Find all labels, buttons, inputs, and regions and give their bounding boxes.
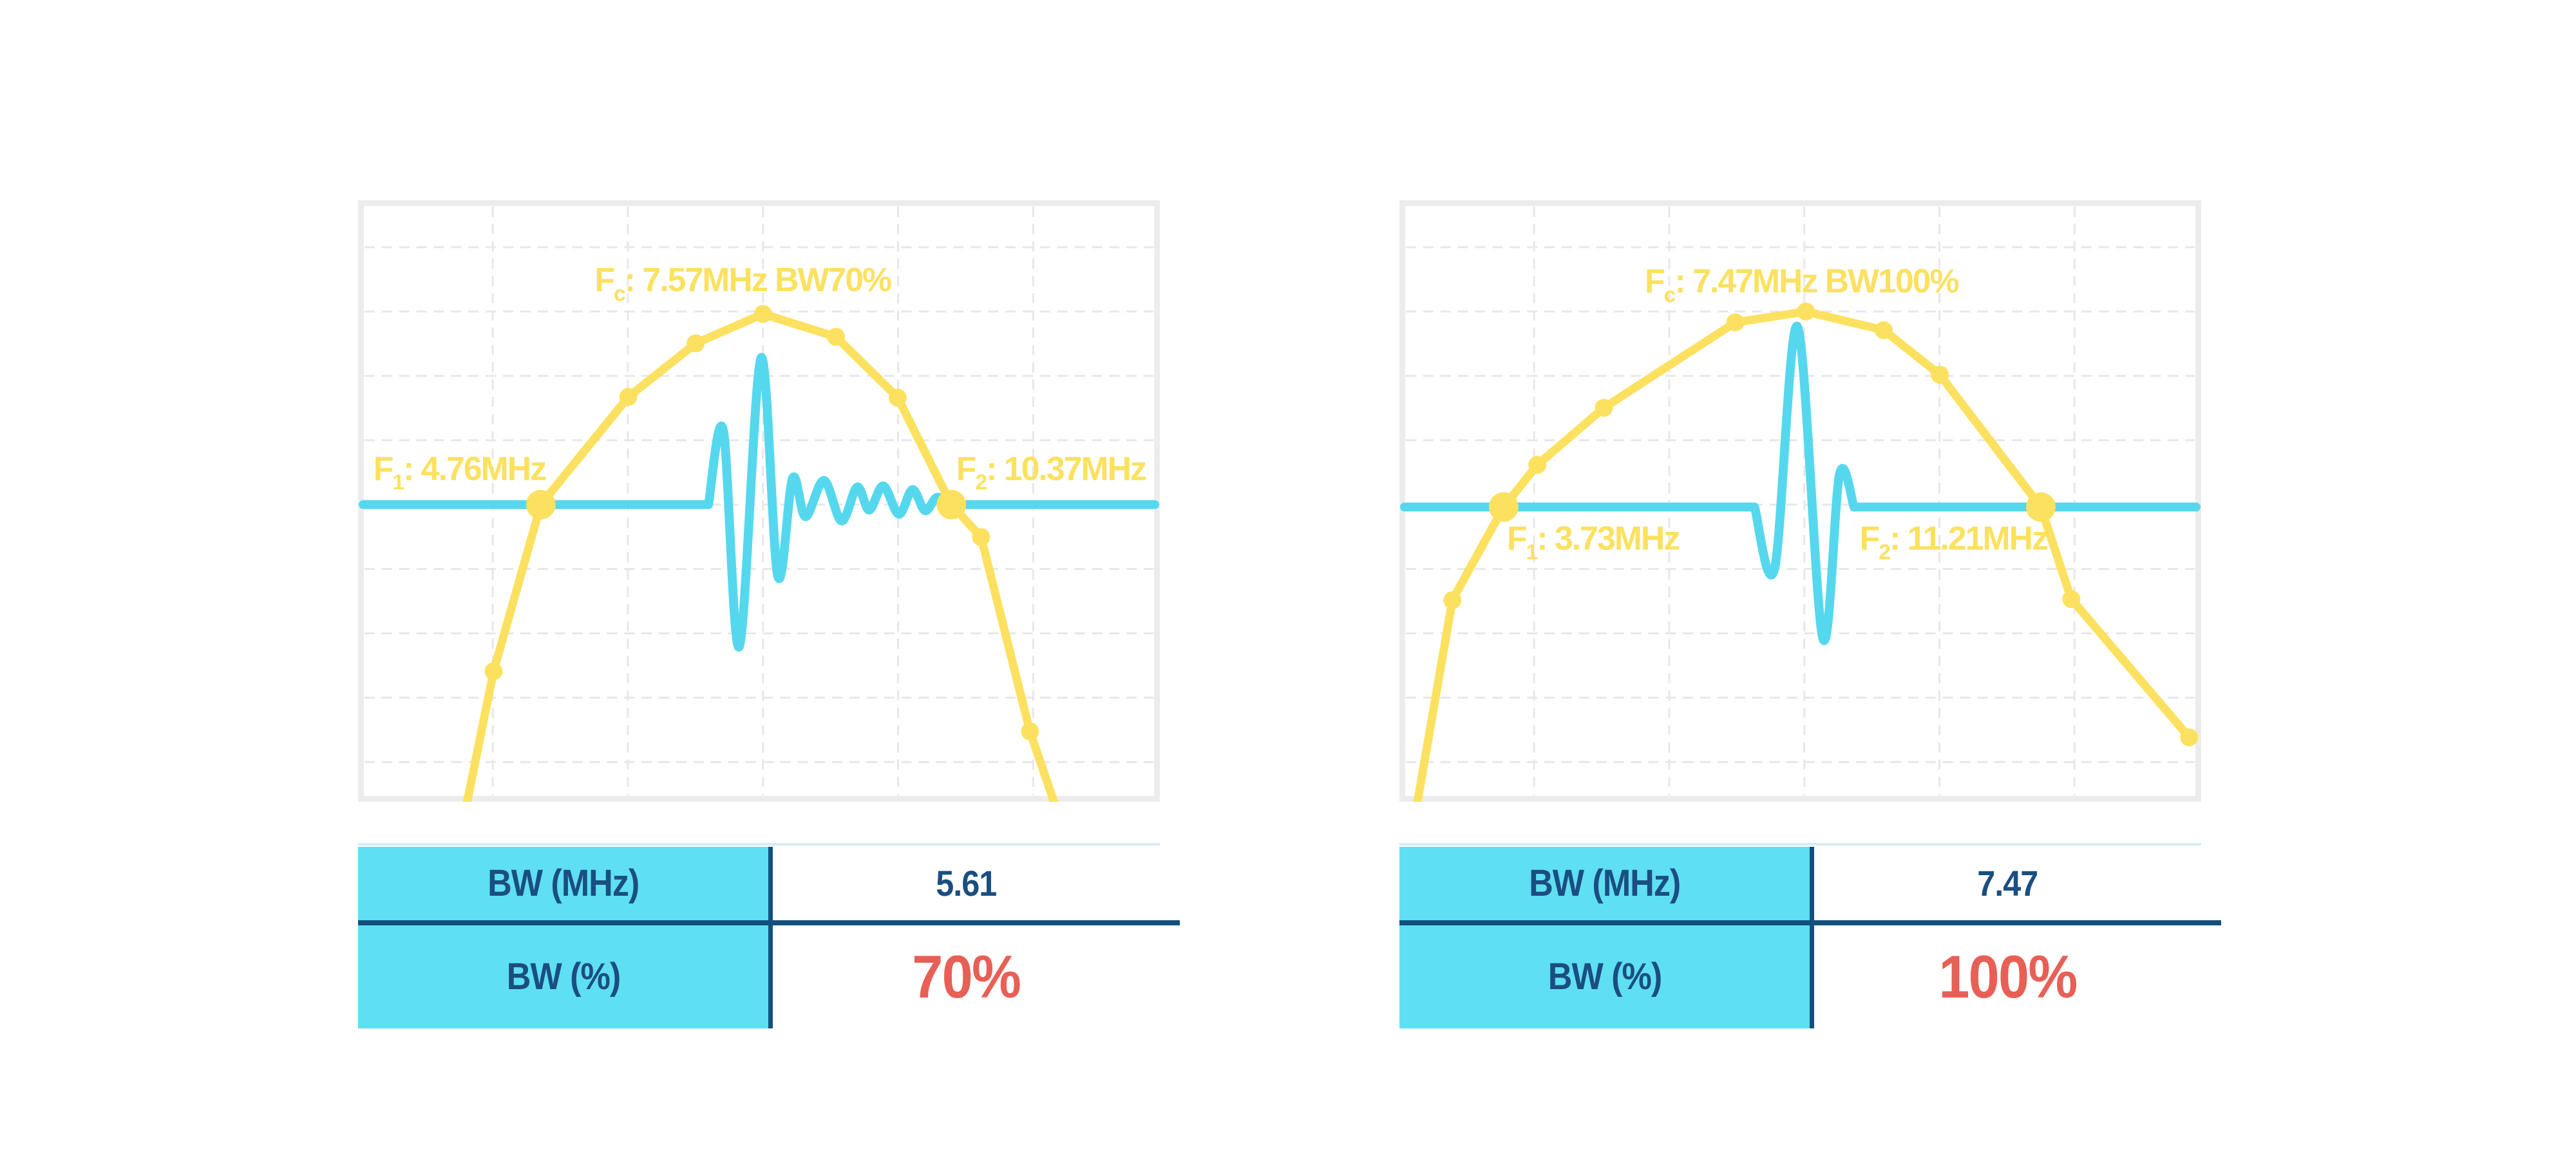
crossover-frequency-point xyxy=(1488,492,1519,522)
table-vertical-divider xyxy=(1810,846,1814,1028)
bw-pct-value: 70% xyxy=(912,942,1021,1010)
spectrum-chart-bw70: Fc: 7.57MHz BW70% F1: 4.76MHz F2: 10.37MHz xyxy=(358,200,1160,802)
bw-summary-table-left: BW (MHz) 5.61 BW (%) 70% xyxy=(358,843,1180,1028)
spectrum-data-point xyxy=(1875,321,1893,339)
spectrum-data-point xyxy=(2180,728,2199,746)
bw-pct-label-cell: BW (%) xyxy=(358,925,769,1028)
spectrum-data-point xyxy=(619,388,638,406)
table-vertical-divider xyxy=(768,846,773,1028)
table-top-border xyxy=(1399,843,2201,846)
bw-mhz-label-cell: BW (MHz) xyxy=(358,846,769,920)
spectrum-data-point xyxy=(1443,591,1462,609)
bw-mhz-value-cell: 5.61 xyxy=(772,846,1160,920)
annotation-upper-frequency: F2: 10.37MHz xyxy=(956,449,1146,495)
spectrum-chart-bw100: Fc: 7.47MHz BW100% F1: 3.73MHz F2: 11.21MH… xyxy=(1399,200,2201,802)
spectrum-data-point xyxy=(1797,302,1815,321)
annotation-lower-frequency: F1: 4.76MHz xyxy=(374,449,546,495)
bw-summary-table-right: BW (MHz) 7.47 BW (%) 100% xyxy=(1399,843,2222,1028)
table-top-border xyxy=(358,843,1160,846)
spectrum-data-point xyxy=(1726,313,1745,332)
table-row: BW (%) 100% xyxy=(1399,925,2201,1028)
spectrum-data-point xyxy=(888,388,907,407)
bw-pct-value-cell: 70% xyxy=(772,925,1160,1028)
bw-pct-value-cell: 100% xyxy=(1814,925,2201,1028)
bw-pct-value: 100% xyxy=(1938,942,2078,1010)
bw-mhz-value-cell: 7.47 xyxy=(1814,846,2201,920)
annotation-center-frequency: Fc: 7.57MHz BW70% xyxy=(594,261,891,306)
pulse-echo-waveform xyxy=(1399,321,2201,645)
crossover-frequency-point xyxy=(2026,492,2056,522)
frequency-spectrum xyxy=(462,310,1059,802)
spectrum-data-point xyxy=(972,528,990,546)
bw-mhz-label: BW (MHz) xyxy=(488,862,639,905)
spectrum-data-point xyxy=(1931,365,1949,384)
table-row: BW (%) 70% xyxy=(358,925,1160,1028)
annotation-center-frequency: Fc: 7.47MHz BW100% xyxy=(1645,262,1959,307)
bw-mhz-value: 7.47 xyxy=(1977,863,2038,904)
crossover-frequency-point xyxy=(936,489,967,520)
bw-mhz-label: BW (MHz) xyxy=(1529,862,1681,905)
spectrum-data-point xyxy=(1021,722,1039,741)
spectrum-data-point xyxy=(687,334,705,353)
annotation-lower-frequency: F1: 3.73MHz xyxy=(1507,520,1680,565)
spectrum-data-point xyxy=(2062,590,2081,609)
table-row: BW (MHz) 7.47 xyxy=(1399,846,2201,920)
bw-mhz-value: 5.61 xyxy=(936,863,997,904)
bw-mhz-label-cell: BW (MHz) xyxy=(1399,846,1810,920)
pulse-echo-waveform xyxy=(358,353,1160,652)
bw-pct-label: BW (%) xyxy=(1548,956,1662,998)
bw-pct-label-cell: BW (%) xyxy=(1399,925,1810,1028)
table-row: BW (MHz) 5.61 xyxy=(358,846,1160,920)
spectrum-data-point xyxy=(1528,455,1547,474)
crossover-frequency-point xyxy=(526,489,556,520)
spectrum-data-point xyxy=(753,305,772,323)
frequency-spectrum xyxy=(1413,307,2193,802)
annotation-upper-frequency: F2: 11.21MHz xyxy=(1860,520,2047,565)
spectrum-data-point xyxy=(484,662,503,681)
spectrum-data-point xyxy=(1595,399,1613,417)
bw-pct-label: BW (%) xyxy=(506,956,621,998)
spectrum-data-point xyxy=(827,328,845,346)
